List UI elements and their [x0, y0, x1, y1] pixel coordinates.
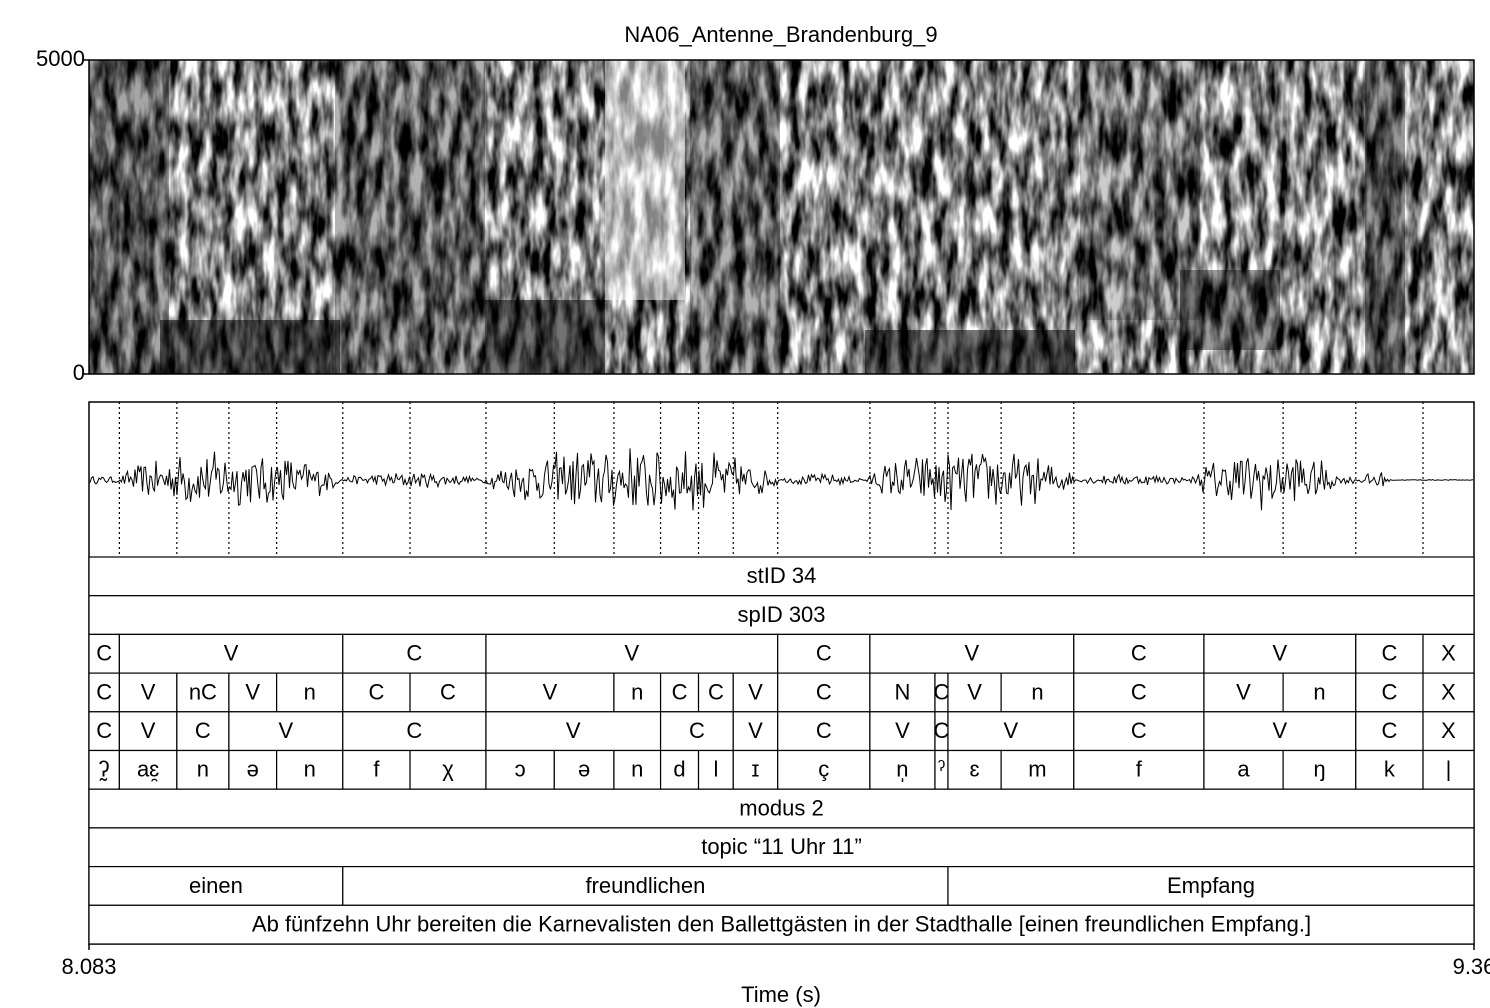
- interval-label: einen: [189, 873, 243, 898]
- interval-label: C: [1131, 641, 1147, 666]
- interval-label: aɛ̯: [137, 757, 159, 782]
- interval-label: C: [368, 679, 384, 704]
- interval-label: n: [631, 679, 643, 704]
- interval-label: V: [895, 718, 910, 743]
- interval-label: X: [1441, 641, 1456, 666]
- interval-label: ç: [818, 757, 829, 782]
- interval-label: C: [96, 718, 112, 743]
- interval-label: C: [816, 641, 832, 666]
- interval-label: ə: [247, 757, 259, 782]
- interval-label: ə: [578, 757, 590, 782]
- interval-label: C: [816, 718, 832, 743]
- interval-label: freundlichen: [585, 873, 705, 898]
- interval-label: C: [195, 718, 211, 743]
- interval-label: V: [964, 641, 979, 666]
- spectrogram: [89, 60, 1474, 374]
- interval-label: C: [672, 679, 688, 704]
- interval-label: V: [1236, 679, 1251, 704]
- interval-label: ˀ: [938, 757, 946, 782]
- interval-label: stID 34: [747, 563, 817, 588]
- interval-label: V: [224, 641, 239, 666]
- interval-label: C: [1381, 718, 1397, 743]
- interval-label: ɪ: [752, 757, 760, 782]
- x-tick-label: 8.083: [61, 954, 116, 979]
- interval-label: V: [543, 679, 558, 704]
- interval-label: l: [713, 757, 718, 782]
- interval-label: V: [624, 641, 639, 666]
- interval-label: a: [1237, 757, 1250, 782]
- interval-label: |: [1446, 757, 1452, 782]
- interval-label: V: [748, 679, 763, 704]
- interval-label: V: [1004, 718, 1019, 743]
- interval-label: m: [1028, 757, 1046, 782]
- interval-label: ɔ: [515, 757, 526, 782]
- interval-label: C: [406, 641, 422, 666]
- interval-label: k: [1384, 757, 1396, 782]
- interval-label: n̩: [896, 757, 908, 783]
- interval-label: N: [894, 679, 910, 704]
- interval-label: Ab fünfzehn Uhr bereiten die Karnevalist…: [252, 911, 1311, 936]
- waveform: [90, 448, 1473, 510]
- interval-label: ŋ: [1313, 757, 1325, 782]
- interval-label: V: [566, 718, 581, 743]
- interval-label: V: [141, 679, 156, 704]
- interval-label: ɛ: [970, 757, 980, 782]
- interval-label: n: [197, 757, 209, 782]
- interval-label: C: [1381, 641, 1397, 666]
- interval-label: C: [708, 679, 724, 704]
- interval-label: V: [1273, 641, 1288, 666]
- interval-label: n: [304, 757, 316, 782]
- interval-label: V: [748, 718, 763, 743]
- page: {"chart_data": { "type": "spectrogram", …: [0, 0, 1490, 1008]
- x-axis-label: Time (s): [741, 982, 821, 1007]
- interval-label: C: [96, 679, 112, 704]
- interval-label: C: [1131, 718, 1147, 743]
- interval-label: V: [1273, 718, 1288, 743]
- interval-label: nC: [189, 679, 217, 704]
- y-tick-label: 5000: [36, 46, 85, 71]
- interval-label: topic “11 Uhr 11”: [701, 834, 862, 859]
- interval-label: Empfang: [1167, 873, 1255, 898]
- interval-label: C: [689, 718, 705, 743]
- interval-label: X: [1441, 679, 1456, 704]
- interval-label: C: [406, 718, 422, 743]
- chart: NA06_Antenne_Brandenburg_9 Time (s) 0 500…: [0, 0, 1490, 1008]
- interval-label: χ: [442, 757, 454, 782]
- interval-label: modus 2: [739, 795, 823, 820]
- interval-label: V: [279, 718, 294, 743]
- interval-label: spID 303: [737, 602, 825, 627]
- interval-label: C: [1131, 679, 1147, 704]
- interval-label: C: [934, 679, 950, 704]
- interval-label: C: [934, 718, 950, 743]
- interval-label: X: [1441, 718, 1456, 743]
- interval-label: f: [373, 757, 380, 782]
- interval-label: C: [1381, 679, 1397, 704]
- interval-label: n: [1031, 679, 1043, 704]
- interval-label: ʔ̰: [99, 757, 110, 782]
- interval-label: V: [245, 679, 260, 704]
- interval-label: C: [440, 679, 456, 704]
- interval-label: f: [1136, 757, 1143, 782]
- interval-label: C: [816, 679, 832, 704]
- chart-title: NA06_Antenne_Brandenburg_9: [624, 22, 937, 47]
- y-tick-label: 0: [73, 360, 85, 385]
- interval-label: n: [631, 757, 643, 782]
- interval-label: V: [141, 718, 156, 743]
- interval-label: V: [967, 679, 982, 704]
- interval-label: n: [1313, 679, 1325, 704]
- interval-label: d: [673, 757, 685, 782]
- interval-label: C: [96, 641, 112, 666]
- interval-label: n: [304, 679, 316, 704]
- x-tick-label: 9.36: [1453, 954, 1490, 979]
